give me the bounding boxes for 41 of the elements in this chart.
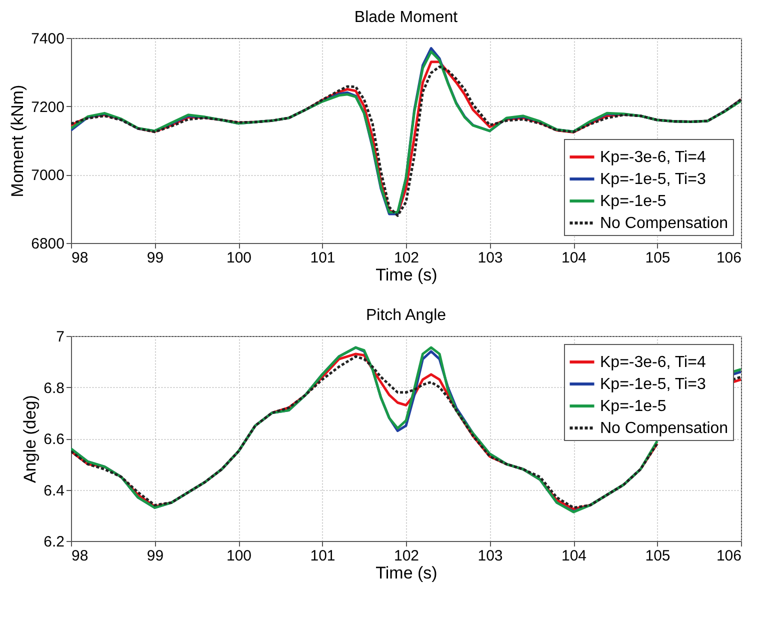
x-tick-label: 101: [310, 548, 336, 564]
x-tick-label: 106: [716, 250, 742, 266]
y-tick-label: 6.8: [44, 380, 64, 397]
legend-label: Kp=-1e-5: [600, 193, 666, 210]
x-axis-title: Time (s): [376, 564, 438, 582]
y-tick-label: 6800: [31, 236, 64, 252]
x-tick-label: 100: [226, 548, 252, 564]
chart-title: Blade Moment: [354, 9, 458, 26]
x-tick-label: 98: [72, 548, 88, 564]
y-tick-label: 7200: [31, 98, 64, 116]
x-tick-label: 101: [310, 250, 336, 266]
y-tick-label: 7400: [31, 30, 64, 48]
y-axis-title: Angle (deg): [20, 395, 40, 483]
legend-label: Kp=-1e-5: [600, 398, 666, 415]
x-tick-label: 102: [394, 250, 420, 266]
y-axis-title: Moment (kNm): [8, 84, 28, 198]
legend-label: Kp=-1e-5, Ti=3: [600, 171, 706, 188]
y-tick-label: 6.4: [44, 482, 64, 500]
legend-label: No Compensation: [600, 420, 728, 437]
y-tick-label: 6.2: [44, 534, 64, 550]
x-tick-label: 100: [226, 250, 252, 266]
chart-title: Pitch Angle: [366, 307, 446, 324]
x-tick-label: 105: [645, 548, 670, 564]
legend-label: Kp=-3e-6, Ti=4: [600, 149, 706, 166]
x-tick-label: 98: [72, 250, 88, 266]
x-tick-label: 106: [716, 548, 742, 564]
x-tick-label: 102: [394, 548, 420, 564]
x-tick-label: 104: [561, 250, 587, 266]
legend-label: Kp=-1e-5, Ti=3: [600, 376, 706, 393]
x-tick-label: 103: [478, 548, 503, 564]
y-tick-label: 6.6: [44, 431, 64, 448]
y-tick-label: 7000: [31, 167, 64, 184]
x-axis-title: Time (s): [376, 266, 438, 284]
legend-label: No Compensation: [600, 215, 728, 232]
x-tick-label: 103: [478, 250, 503, 266]
y-tick-label: 7: [56, 328, 64, 346]
x-tick-label: 104: [561, 548, 587, 564]
x-tick-label: 99: [146, 250, 164, 266]
x-tick-label: 105: [645, 250, 670, 266]
x-tick-label: 99: [146, 548, 164, 564]
legend-label: Kp=-3e-6, Ti=4: [600, 354, 706, 371]
